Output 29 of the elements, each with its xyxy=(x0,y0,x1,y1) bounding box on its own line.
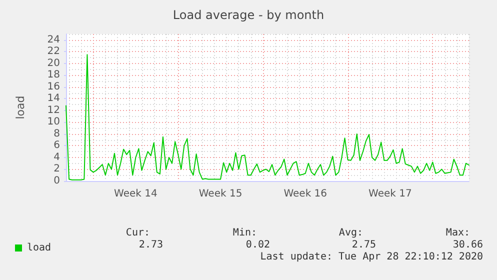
text: Cur: xyxy=(126,228,150,238)
y-tick-label: 8 xyxy=(54,128,60,140)
text: 2.75 xyxy=(352,240,376,250)
x-tick-label: Week 15 xyxy=(198,188,242,200)
x-tick-label: Week 14 xyxy=(114,188,158,200)
y-tick-label: 20 xyxy=(47,58,60,69)
x-tick-label: Week 16 xyxy=(284,188,328,200)
y-tick-label: 12 xyxy=(47,104,60,116)
y-tick-label: 0 xyxy=(54,176,60,186)
y-tick-label: 22 xyxy=(47,46,60,58)
text: Avg: xyxy=(338,228,364,238)
y-tick-label: 2 xyxy=(54,164,60,175)
chart-title: Load average - by month xyxy=(172,8,324,22)
y-tick-label: 24 xyxy=(47,34,60,46)
text: Max: xyxy=(446,228,470,238)
text: 30.66 xyxy=(452,240,484,250)
y-tick-label: 6 xyxy=(54,140,60,152)
y-tick-label: 4 xyxy=(54,152,60,163)
x-tick-label: Week 17 xyxy=(368,188,412,200)
text: Min: xyxy=(232,228,258,238)
y-tick-label: 18 xyxy=(47,70,60,81)
y-tick-label: 14 xyxy=(47,93,60,104)
y-axis-title: load xyxy=(14,96,27,120)
text: 0.02 xyxy=(246,240,270,250)
y-tick-label: 16 xyxy=(47,81,60,92)
y-tick-label: 10 xyxy=(47,116,60,128)
text: 2.73 xyxy=(138,240,164,250)
legend-label: load xyxy=(27,242,52,254)
text: Last update: Tue Apr 28 22:10:12 2020 xyxy=(260,252,484,262)
